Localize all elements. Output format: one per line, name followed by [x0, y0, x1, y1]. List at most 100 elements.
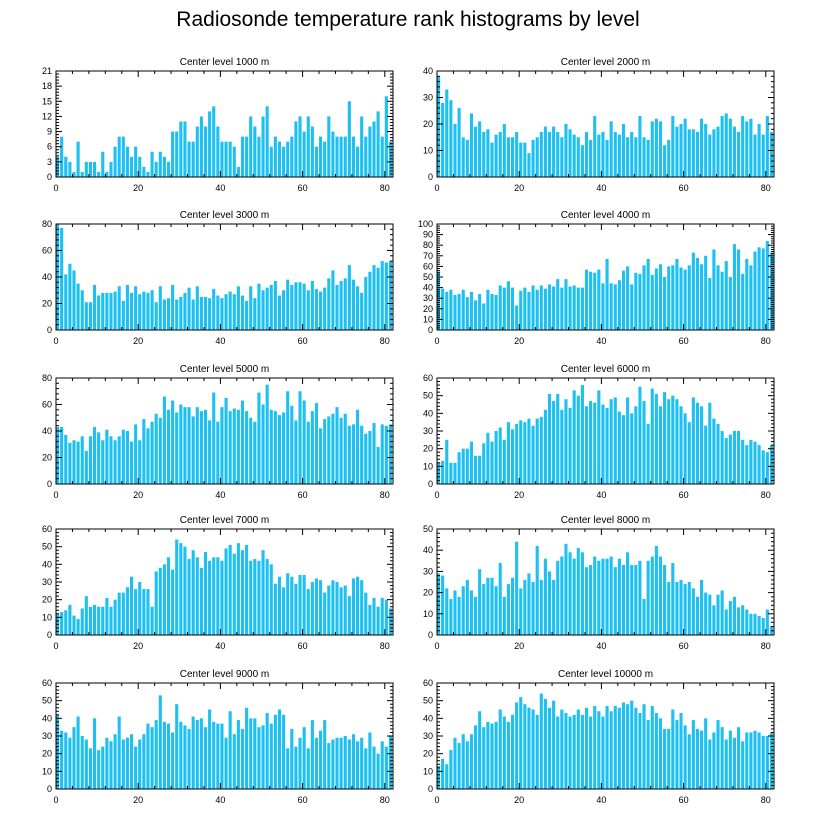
- bar: [323, 141, 327, 177]
- bar: [240, 295, 245, 330]
- bar: [257, 283, 261, 331]
- x-tick-label: 20: [133, 795, 143, 805]
- bar: [109, 606, 113, 635]
- bar: [129, 576, 134, 635]
- y-tick-label: 10: [423, 314, 433, 324]
- bar: [523, 422, 527, 484]
- bar: [323, 287, 327, 330]
- bar: [695, 596, 700, 635]
- x-tick-label: 0: [434, 336, 439, 346]
- bar: [498, 709, 502, 789]
- bar: [671, 395, 675, 484]
- bar: [700, 264, 704, 330]
- bar: [376, 446, 380, 484]
- bar: [269, 723, 273, 789]
- bar: [552, 579, 556, 635]
- bar: [319, 136, 323, 177]
- bar: [494, 431, 498, 484]
- y-tick-label: 12: [42, 111, 52, 121]
- bar: [323, 720, 327, 789]
- bar: [183, 121, 187, 177]
- bar: [658, 556, 663, 635]
- bar: [527, 573, 531, 635]
- bar: [372, 746, 376, 789]
- bar: [384, 425, 388, 484]
- bar: [117, 136, 121, 177]
- bar: [277, 709, 282, 789]
- bar: [593, 705, 597, 789]
- x-tick-label: 80: [380, 183, 390, 193]
- bar: [667, 399, 671, 484]
- bar: [64, 610, 68, 635]
- bar: [216, 421, 220, 484]
- bar: [129, 292, 134, 330]
- bar: [527, 418, 531, 484]
- bar: [502, 439, 506, 484]
- bar: [142, 734, 146, 789]
- x-tick-label: 60: [298, 183, 308, 193]
- bar: [323, 592, 327, 635]
- bar: [228, 544, 232, 635]
- bar: [687, 422, 691, 484]
- bar: [249, 560, 253, 635]
- bar: [609, 283, 613, 330]
- bar: [314, 288, 319, 330]
- bar: [708, 402, 712, 484]
- bar: [732, 126, 737, 177]
- y-tick-label: 40: [42, 272, 52, 282]
- bar: [527, 153, 531, 177]
- bar: [117, 716, 121, 789]
- x-tick-label: 20: [514, 795, 524, 805]
- bar: [515, 305, 519, 330]
- bar: [626, 137, 630, 177]
- bar: [142, 166, 146, 177]
- bar: [449, 462, 453, 484]
- bar: [765, 609, 769, 635]
- x-tick-label: 80: [380, 490, 390, 500]
- bar: [597, 711, 601, 789]
- bar: [183, 292, 187, 330]
- bar: [282, 412, 286, 484]
- bar: [253, 559, 257, 635]
- bar: [589, 400, 593, 484]
- bar: [478, 121, 482, 177]
- bar: [109, 436, 113, 484]
- bar: [519, 588, 523, 635]
- bar: [125, 587, 129, 635]
- bar: [708, 278, 712, 330]
- bar: [376, 753, 380, 789]
- bar: [593, 116, 597, 177]
- bar: [700, 118, 704, 177]
- bar: [84, 161, 88, 177]
- bar: [261, 116, 265, 177]
- bar: [158, 567, 162, 635]
- bar: [343, 278, 347, 330]
- bar: [56, 427, 60, 484]
- panel-2: Center level 2000 m 0 20 40 60 80 0 10 20 30 40: [423, 57, 775, 193]
- bar: [445, 89, 449, 177]
- bar: [552, 286, 556, 330]
- bar: [732, 737, 737, 789]
- bar: [60, 612, 64, 635]
- bar: [708, 134, 712, 177]
- bar: [716, 594, 720, 635]
- bar: [547, 131, 552, 177]
- bar: [482, 303, 486, 330]
- bar: [650, 388, 654, 484]
- bar: [716, 126, 720, 177]
- bar: [105, 171, 109, 177]
- bar: [97, 750, 101, 789]
- bar: [552, 126, 556, 177]
- bar: [88, 606, 92, 635]
- bar: [498, 285, 502, 330]
- bar: [453, 462, 457, 484]
- bar: [129, 441, 134, 484]
- bar: [105, 429, 109, 484]
- bar: [663, 392, 667, 484]
- bar: [584, 406, 589, 484]
- bar: [72, 727, 76, 789]
- bar: [745, 732, 749, 789]
- bar: [203, 296, 208, 331]
- bar: [490, 723, 494, 789]
- bar: [372, 423, 376, 484]
